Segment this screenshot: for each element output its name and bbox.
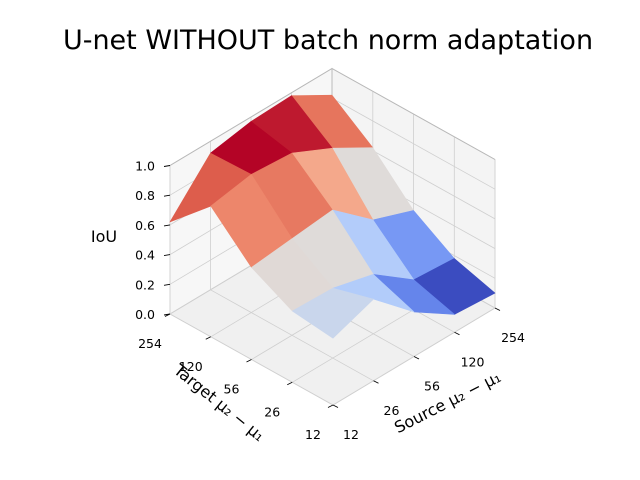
- z-tick-mark: [163, 224, 171, 227]
- source-tick-mark: [332, 404, 339, 408]
- target-tick-label: 26: [264, 404, 280, 419]
- z-tick-label: 1.0: [135, 159, 155, 174]
- target-axis-label: Target μ₂ − μ₁: [169, 360, 268, 445]
- source-tick-label: 120: [461, 354, 485, 369]
- source-tick-label: 26: [384, 403, 400, 418]
- source-tick-mark: [373, 380, 379, 384]
- source-tick-label: 254: [501, 330, 525, 345]
- source-tick-label: 56: [424, 379, 440, 394]
- axis-ticks: 12 12 26 26 56 56 120 120 254 254 0.0 0.2 0.4 0.6 0.8 1…: [135, 159, 525, 443]
- source-tick-mark: [494, 307, 501, 311]
- source-axis-label: Source μ₂ − μ₁: [391, 367, 504, 437]
- target-tick-mark: [205, 336, 211, 340]
- surface-patch: [291, 287, 375, 339]
- source-tick-mark: [413, 356, 420, 360]
- z-tick-label: 0.2: [135, 277, 155, 292]
- target-tick-mark: [327, 404, 334, 408]
- target-tick-label: 56: [224, 382, 240, 397]
- target-tick-label: 120: [179, 359, 203, 374]
- z-tick-label: 0.8: [135, 188, 155, 203]
- target-tick-mark: [287, 381, 293, 386]
- z-axis-label: IoU: [91, 227, 117, 246]
- z-tick-label: 0.0: [135, 307, 155, 322]
- z-tick-mark: [163, 194, 171, 197]
- z-tick-label: 0.6: [135, 218, 155, 233]
- z-tick-mark: [163, 254, 171, 257]
- iou-surface: [169, 94, 496, 339]
- z-tick-mark: [163, 313, 171, 316]
- source-tick-label: 12: [343, 427, 359, 442]
- target-tick-label: 254: [138, 336, 162, 351]
- source-tick-mark: [454, 331, 460, 336]
- chart-title: U-net WITHOUT batch norm adaptation: [63, 25, 593, 56]
- z-tick-mark: [163, 283, 171, 286]
- target-tick-mark: [246, 359, 252, 363]
- target-tick-label: 12: [305, 427, 321, 442]
- z-tick-label: 0.4: [135, 248, 155, 263]
- z-tick-mark: [163, 165, 171, 167]
